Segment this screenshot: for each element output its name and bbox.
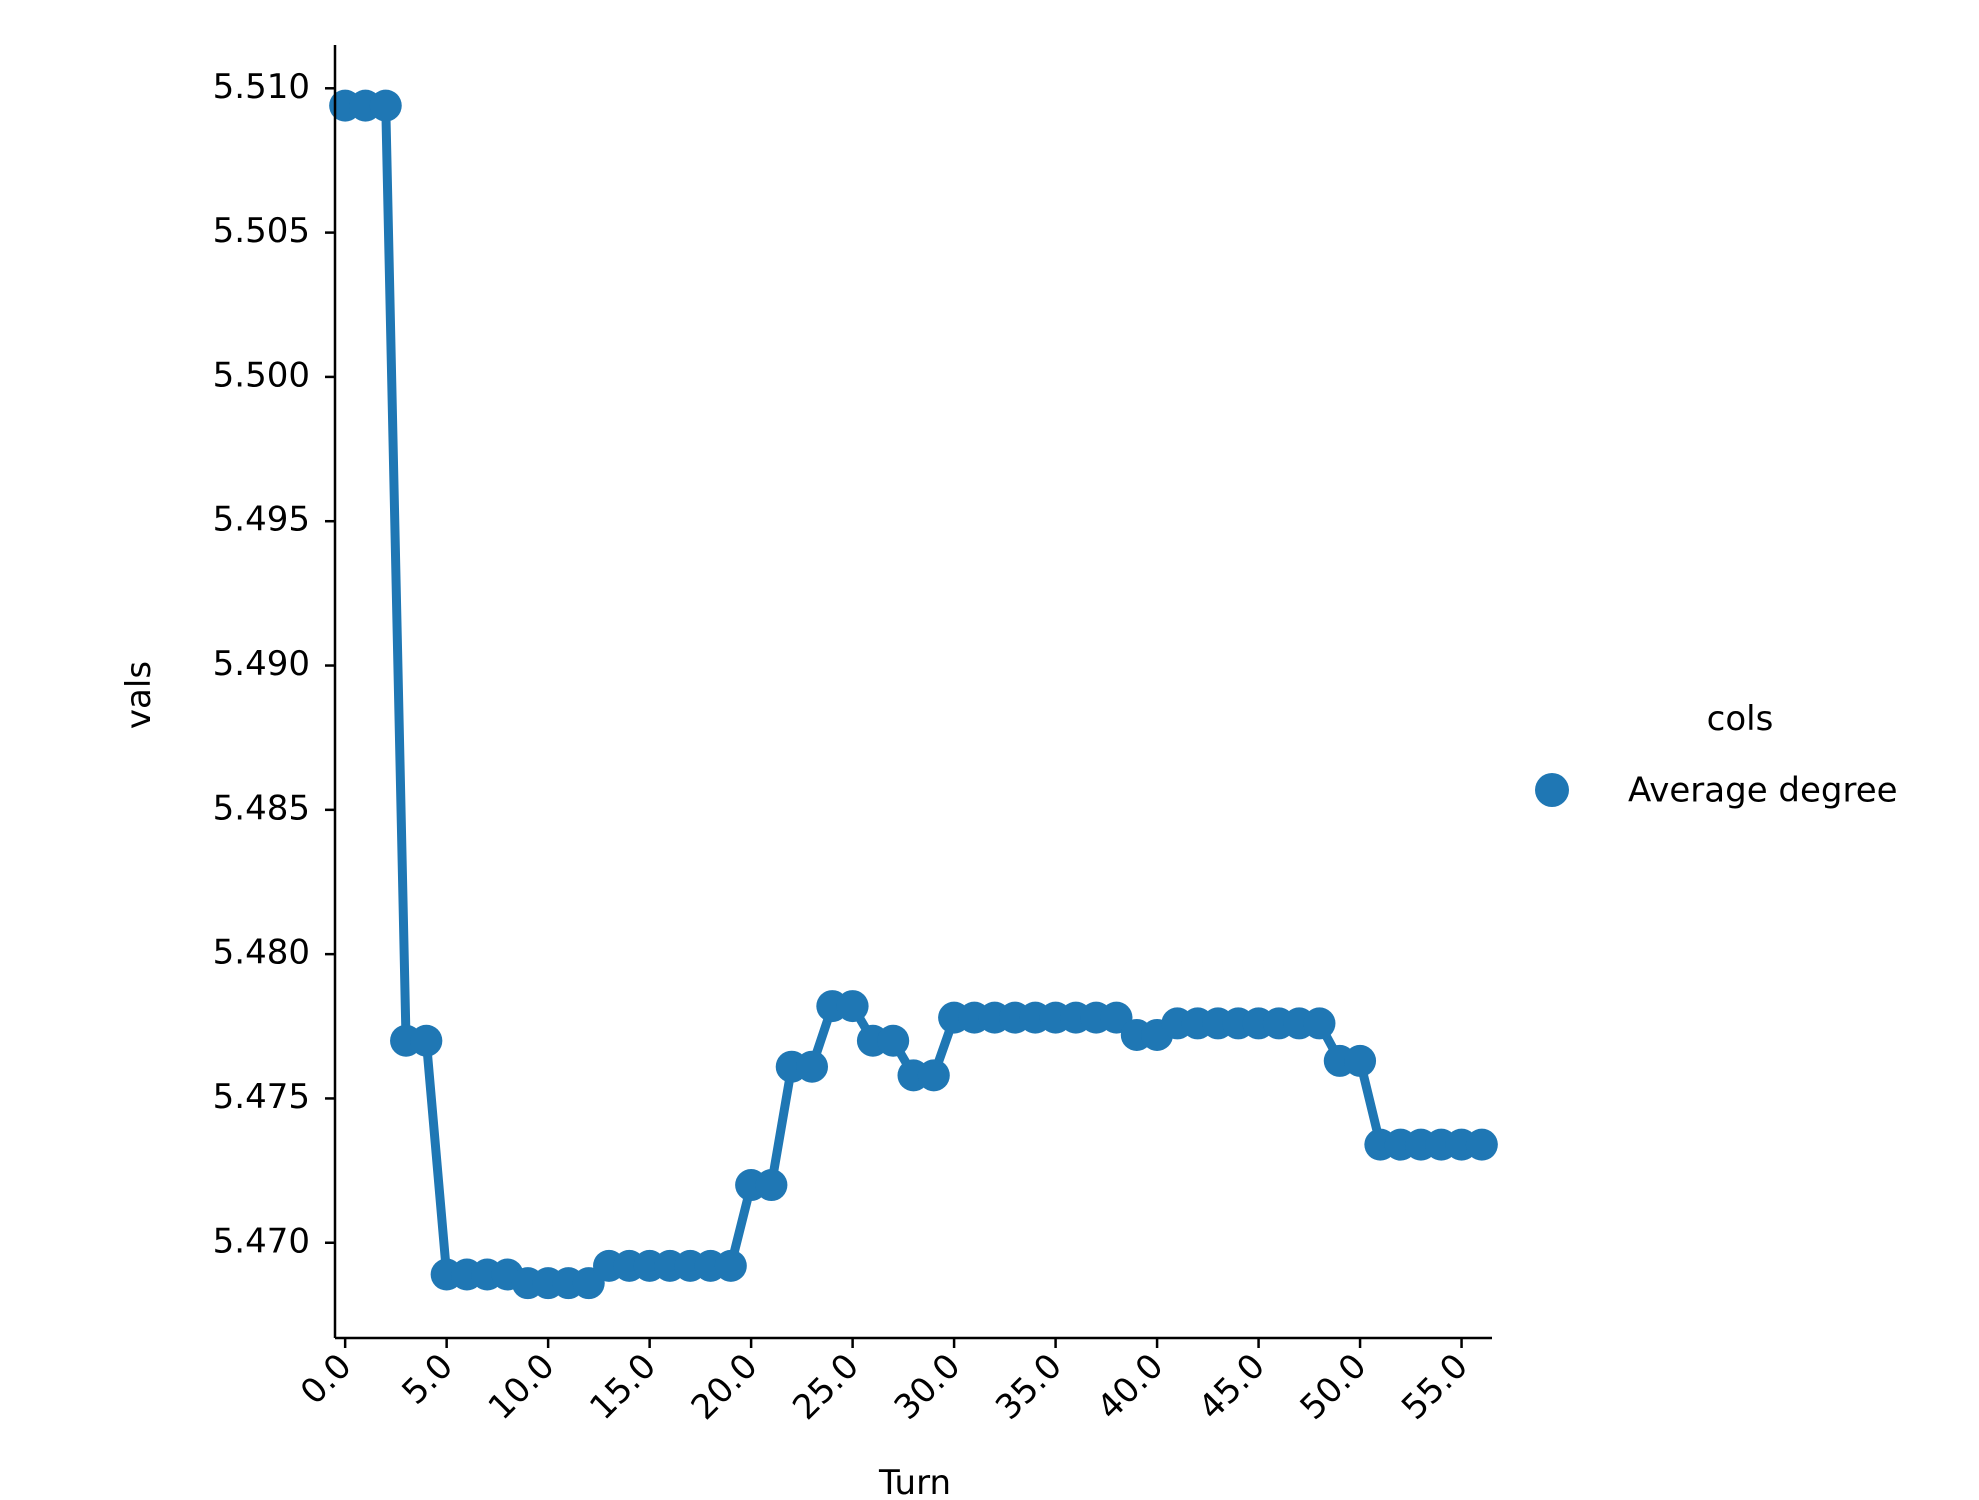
legend-marker (1535, 773, 1569, 807)
data-point (755, 1169, 788, 1202)
y-tick-label: 5.505 (213, 211, 310, 251)
data-point (1303, 1007, 1336, 1040)
x-tick-label: 35.0 (988, 1346, 1070, 1428)
y-tick-label: 5.495 (213, 500, 310, 540)
x-tick-label: 15.0 (582, 1346, 664, 1428)
x-tick-label: 50.0 (1293, 1346, 1375, 1428)
x-axis-title: Turn (878, 1463, 951, 1500)
x-tick-label: 55.0 (1394, 1346, 1476, 1428)
y-tick-label: 5.475 (213, 1077, 310, 1117)
legend-entry-average-degree: Average degree (1628, 771, 1898, 811)
legend: cols Average degree (1535, 699, 1898, 811)
data-point (1344, 1044, 1377, 1077)
x-axis: 0.0 5.0 10.0 15.0 20.0 25.0 30.0 35.0 40.0 45.0 50… (293, 1336, 1492, 1428)
legend-title: cols (1707, 699, 1774, 739)
x-tick-label: 20.0 (684, 1346, 766, 1428)
data-point (836, 990, 869, 1023)
y-axis-title: vals (119, 661, 159, 729)
x-tick-label: 25.0 (785, 1346, 867, 1428)
data-point (877, 1024, 910, 1057)
x-tick-label: 10.0 (481, 1346, 563, 1428)
y-tick-label: 5.470 (213, 1221, 310, 1261)
y-tick-label: 5.480 (213, 933, 310, 973)
plot-area (329, 89, 1498, 1300)
data-point (796, 1050, 829, 1083)
y-tick-label: 5.510 (213, 67, 310, 107)
x-tick-label: 0.0 (293, 1346, 360, 1413)
data-point (410, 1024, 443, 1057)
data-point (917, 1059, 950, 1092)
series-line (340, 101, 1487, 1288)
y-tick-label: 5.485 (213, 788, 310, 828)
x-tick-label: 5.0 (394, 1346, 461, 1413)
y-tick-label: 5.500 (213, 355, 310, 395)
x-tick-label: 45.0 (1191, 1346, 1273, 1428)
x-tick-label: 30.0 (887, 1346, 969, 1428)
data-point (369, 89, 402, 122)
data-point (714, 1249, 747, 1282)
data-point (1465, 1128, 1498, 1161)
y-axis: 5.470 5.475 5.480 5.485 5.490 5.495 5.500 5.505… (213, 45, 337, 1338)
y-tick-label: 5.490 (213, 644, 310, 684)
x-tick-label: 40.0 (1090, 1346, 1172, 1428)
